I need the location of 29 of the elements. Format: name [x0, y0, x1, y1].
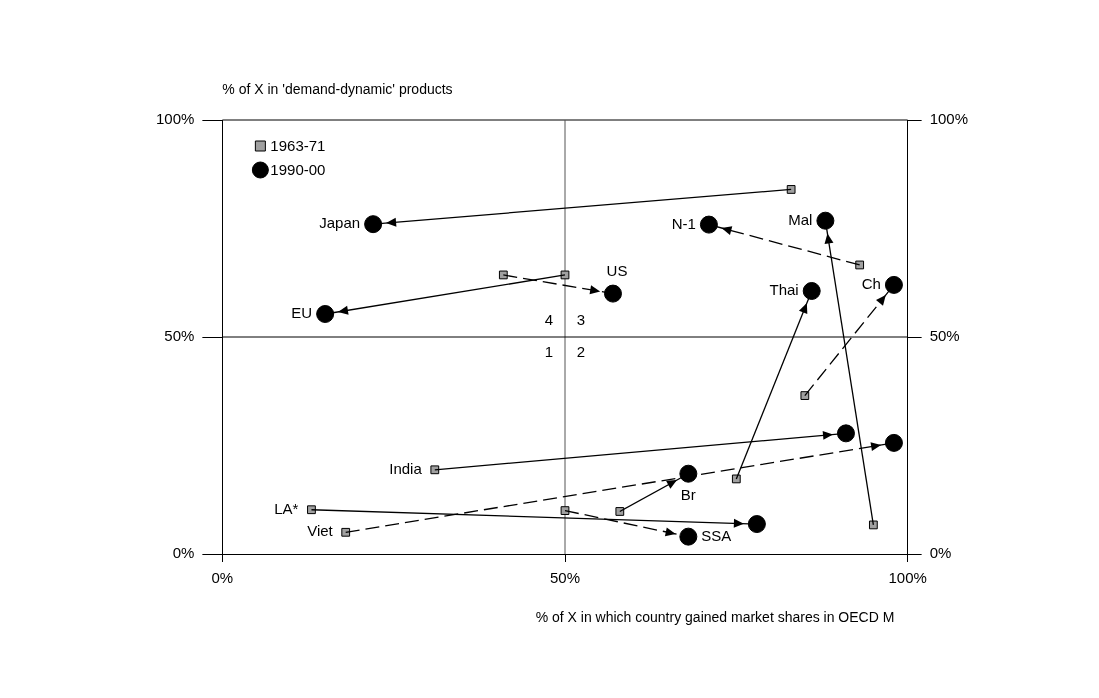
y-tick-label: 100%	[155, 110, 195, 128]
x-tick-label: 50%	[549, 569, 581, 587]
legend-label: 1990-00	[270, 161, 326, 179]
annotation: SSA	[701, 526, 732, 544]
annotation: EU	[291, 304, 313, 322]
annotation: N-1	[671, 214, 696, 232]
annotation: 4	[544, 311, 554, 329]
annotation: LA*	[274, 499, 299, 517]
annotation: 3	[576, 311, 586, 329]
x-axis-title: % of X in which country gained market shares in OECD M	[535, 609, 895, 625]
annotation: India	[389, 459, 423, 477]
legend-label: 1963-71	[270, 137, 326, 155]
annotation: Thai	[769, 281, 799, 299]
x-tick-label: 0%	[211, 569, 234, 587]
y2-tick-label: 0%	[929, 544, 952, 562]
annotation: 2	[576, 343, 586, 361]
annotation: Japan	[319, 214, 361, 232]
annotation: Viet	[307, 522, 334, 540]
y2-tick-label: 50%	[929, 327, 960, 345]
annotation: 1	[544, 343, 554, 361]
y-axis-title: % of X in 'demand-dynamic' products	[222, 81, 453, 97]
annotation: Mal	[788, 210, 813, 228]
annotation: Ch	[861, 275, 881, 293]
annotation: Br	[680, 485, 696, 503]
x-tick-label: 100%	[888, 569, 927, 587]
annotation: US	[606, 261, 628, 279]
y-tick-label: 50%	[164, 327, 195, 345]
y-tick-label: 0%	[172, 544, 195, 562]
y2-tick-label: 100%	[929, 110, 969, 128]
